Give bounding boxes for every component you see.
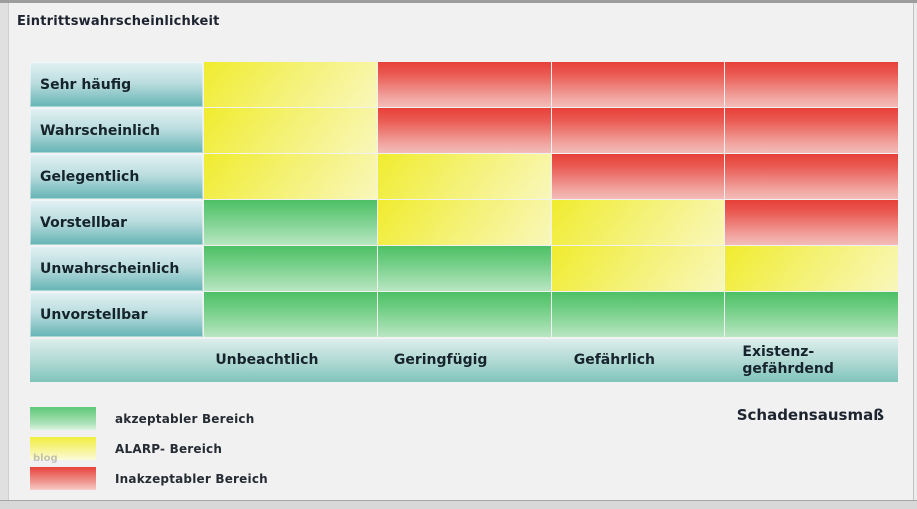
x-axis-label: Geringfügig	[377, 339, 551, 382]
legend-swatch-risk	[30, 467, 96, 490]
x-axis-label: Gefährlich	[551, 339, 725, 382]
matrix-cell-risk	[725, 108, 898, 153]
top-border	[0, 0, 917, 3]
matrix-cell-accept	[204, 200, 377, 245]
x-axis-label-line: Existenz-	[742, 343, 815, 360]
matrix-cell-risk	[725, 200, 898, 245]
watermark: blog	[33, 453, 58, 464]
row-label: Gelegentlich	[30, 154, 203, 199]
x-axis-label-line: gefährdend	[742, 360, 834, 377]
row-label: Sehr häufig	[30, 62, 203, 107]
x-axis-spacer	[30, 339, 203, 382]
matrix-cell-accept	[204, 246, 377, 291]
legend-swatch-accept	[30, 407, 96, 430]
matrix-cell-accept	[204, 292, 377, 337]
matrix-cell-accept	[725, 292, 898, 337]
matrix-cell-risk	[725, 154, 898, 199]
matrix-cell-alarp	[204, 62, 377, 107]
risk-matrix-grid: Sehr häufig Wahrscheinlich Gelegentlich Vor…	[30, 62, 898, 337]
matrix-cell-alarp	[725, 246, 898, 291]
matrix-cell-risk	[725, 62, 898, 107]
risk-matrix-panel: Eintrittswahrscheinlichkeit Sehr häufig W…	[9, 3, 914, 500]
x-axis-label: Existenz-gefährdend	[724, 339, 898, 382]
matrix-cell-risk	[551, 154, 725, 199]
bottom-border	[0, 500, 917, 509]
matrix-cell-accept	[377, 246, 551, 291]
legend-item-risk: Inakzeptabler Bereich	[30, 467, 268, 490]
legend-label: akzeptabler Bereich	[115, 411, 255, 426]
matrix-cell-alarp	[551, 246, 725, 291]
legend-label: ALARP- Bereich	[115, 441, 223, 456]
legend-item-accept: akzeptabler Bereich	[30, 407, 268, 430]
matrix-cell-alarp	[204, 108, 377, 153]
matrix-cell-risk	[551, 108, 725, 153]
matrix-cell-alarp	[551, 200, 725, 245]
left-margin	[0, 3, 9, 500]
matrix-cell-accept	[551, 292, 725, 337]
matrix-cell-alarp	[377, 154, 551, 199]
row-label: Unwahrscheinlich	[30, 246, 203, 291]
row-label: Unvorstellbar	[30, 292, 203, 337]
x-axis-label: Unbeachtlich	[203, 339, 377, 382]
legend-label: Inakzeptabler Bereich	[115, 471, 268, 486]
matrix-cell-risk	[377, 62, 551, 107]
row-label: Wahrscheinlich	[30, 108, 203, 153]
matrix-cell-alarp	[204, 154, 377, 199]
x-axis-label-line: Geringfügig	[393, 352, 488, 369]
legend-item-alarp: ALARP- Bereich	[30, 437, 268, 460]
y-axis-title: Eintrittswahrscheinlichkeit	[17, 14, 220, 29]
matrix-cell-risk	[377, 108, 551, 153]
matrix-cell-accept	[377, 292, 551, 337]
x-axis-label-line: Gefährlich	[573, 352, 655, 369]
x-axis-bar: Unbeachtlich Geringfügig Gefährlich Existen…	[30, 339, 898, 382]
legend-swatch-alarp	[30, 437, 96, 460]
x-axis-label-line: Unbeachtlich	[215, 352, 319, 369]
matrix-cell-alarp	[377, 200, 551, 245]
x-axis-title: Schadensausmaß	[736, 406, 884, 424]
matrix-cell-risk	[551, 62, 725, 107]
row-label: Vorstellbar	[30, 200, 203, 245]
legend: akzeptabler Bereich ALARP- Bereich Inakzep…	[30, 407, 268, 497]
